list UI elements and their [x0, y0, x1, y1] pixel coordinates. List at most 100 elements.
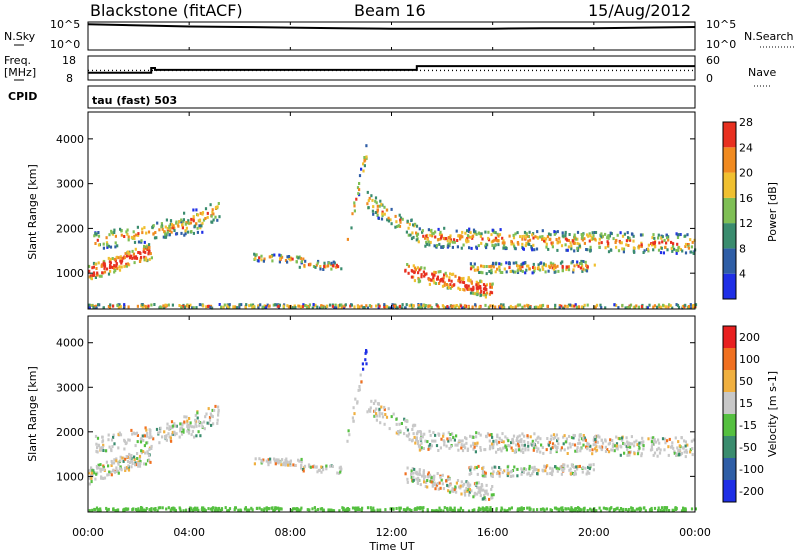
power-cell: [420, 266, 423, 270]
power-cell: [150, 303, 153, 307]
power-cell: [528, 238, 532, 242]
power-cell: [656, 305, 659, 309]
power-colorbar-label: Power [dB]: [766, 182, 779, 242]
vel-cell: [446, 506, 449, 510]
power-cell: [407, 226, 410, 230]
power-cell: [273, 253, 276, 257]
power-cell: [670, 246, 673, 250]
power-cell: [468, 246, 471, 250]
vel-cell: [468, 490, 471, 494]
vel-cell: [340, 467, 343, 471]
power-cell: [661, 240, 664, 244]
power-cell: [160, 306, 163, 310]
vel-cell: [442, 432, 445, 436]
power-cell: [253, 252, 256, 256]
vel-cell: [313, 506, 316, 510]
power-cell: [320, 304, 323, 308]
power-cell: [380, 202, 383, 206]
power-cell: [459, 277, 463, 281]
power-cell: [367, 199, 370, 203]
vel-cell: [416, 506, 419, 510]
power-cell: [407, 271, 410, 275]
power-cell: [566, 248, 569, 252]
power-cell: [581, 234, 584, 238]
vel-cell: [431, 484, 434, 488]
power-cell: [469, 267, 473, 271]
power-cell: [666, 236, 669, 240]
vel-cell: [507, 443, 510, 447]
vel-cell: [300, 457, 303, 461]
power-cell: [281, 255, 284, 259]
power-cell: [170, 230, 173, 234]
vel-cell: [529, 435, 532, 439]
vel-cell: [316, 470, 319, 474]
vel-cell: [613, 449, 616, 453]
vel-cell: [447, 431, 450, 435]
power-cell: [123, 264, 126, 268]
power-cell: [119, 227, 122, 231]
vel-cell: [403, 417, 406, 421]
vel-cell: [555, 450, 558, 454]
power-cell: [317, 259, 320, 263]
power-cell: [160, 222, 163, 226]
vel-cell: [453, 488, 456, 491]
power-cell: [445, 283, 448, 286]
vel-cell: [405, 508, 408, 512]
vel-cell: [357, 388, 360, 392]
power-cell: [467, 239, 470, 243]
vel-cell: [618, 509, 621, 512]
power-cell: [346, 237, 349, 241]
vel-cell: [549, 447, 553, 451]
power-cell: [383, 205, 386, 209]
vel-cell: [101, 439, 105, 443]
power-cell: [370, 304, 373, 308]
power-cell: [690, 250, 693, 254]
power-cell: [180, 218, 183, 222]
vel-cell: [591, 448, 594, 452]
vel-cell: [308, 464, 311, 468]
vel-cell: [555, 433, 558, 437]
vel-cell: [269, 457, 272, 461]
vel-cell: [260, 458, 263, 462]
power-cell: [449, 272, 452, 276]
vel-cell: [502, 440, 505, 444]
power-cell: [407, 264, 410, 268]
vel-cell: [534, 468, 537, 472]
vel-cell: [537, 447, 540, 451]
vel-cell: [566, 452, 569, 455]
y-tick-label: 1000: [56, 470, 84, 483]
vel-cell: [260, 508, 263, 512]
power-cell: [437, 227, 440, 231]
power-cell: [568, 233, 571, 236]
power-cell: [103, 270, 107, 274]
power-cell: [446, 239, 449, 243]
power-cell: [137, 240, 141, 244]
vel-cell: [297, 458, 300, 462]
vel-cell: [103, 476, 107, 480]
vel-cell: [640, 440, 643, 444]
vel-cell: [653, 506, 657, 510]
vel-cell: [400, 422, 403, 425]
vel-cell: [451, 509, 454, 512]
power-cell: [137, 233, 140, 237]
power-cell: [572, 239, 575, 243]
power-cell: [653, 304, 656, 308]
vel-cell: [426, 485, 429, 489]
power-cell: [113, 270, 116, 274]
power-cell: [411, 306, 414, 310]
vel-cell: [263, 507, 266, 511]
power-cell: [228, 305, 231, 309]
vel-cell: [488, 433, 491, 437]
vel-cell: [97, 443, 100, 447]
power-cell: [681, 249, 684, 253]
power-cell: [94, 262, 97, 266]
vel-cell: [145, 428, 148, 432]
power-cell: [119, 255, 122, 259]
vel-cell: [490, 474, 493, 478]
power-cell: [578, 244, 581, 248]
power-cell: [433, 244, 436, 248]
vel-cell: [510, 506, 513, 510]
power-cell: [625, 243, 628, 247]
power-cell: [289, 258, 292, 262]
power-cell: [167, 227, 170, 230]
